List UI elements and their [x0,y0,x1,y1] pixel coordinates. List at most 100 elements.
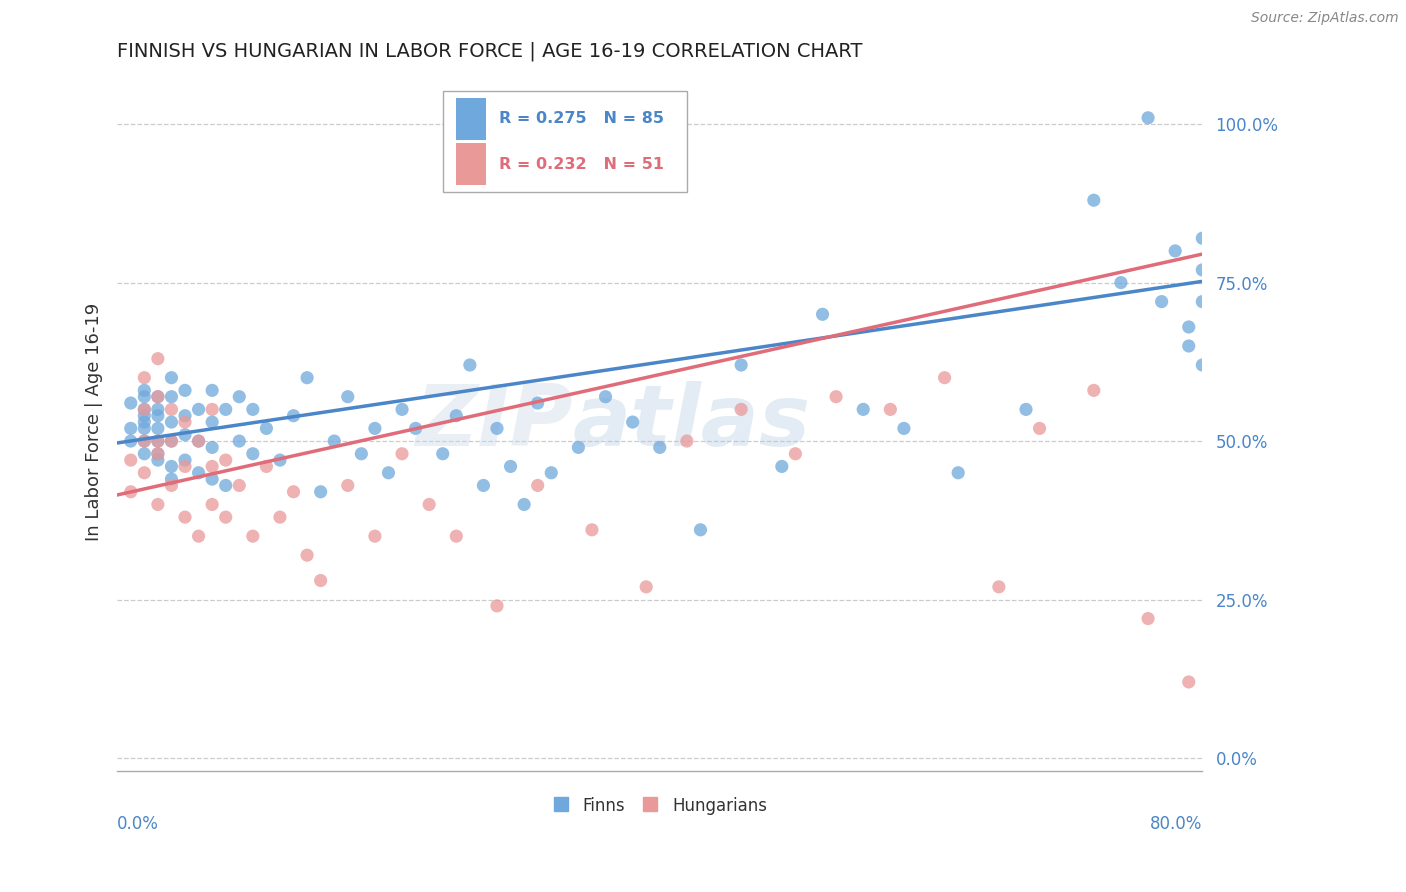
Point [120,484,142,499]
Text: FINNISH VS HUNGARIAN IN LABOR FORCE | AGE 16-19 CORRELATION CHART: FINNISH VS HUNGARIAN IN LABOR FORCE | AG… [117,42,863,62]
Point [418,498,440,512]
Point [1177,339,1199,353]
Point [228,390,250,404]
Point [405,421,427,435]
Point [160,459,183,474]
Point [120,453,142,467]
Y-axis label: In Labor Force | Age 16-19: In Labor Force | Age 16-19 [86,303,103,541]
Point [134,402,156,417]
Point [201,441,224,455]
Point [1150,294,1173,309]
Point [526,478,548,492]
Point [201,402,224,417]
Point [174,409,197,423]
Point [377,466,399,480]
Point [146,453,169,467]
Point [893,421,915,435]
Point [146,447,169,461]
Point [825,390,848,404]
Point [1164,244,1187,258]
Point [174,415,197,429]
Point [201,498,224,512]
Point [336,478,359,492]
Point [432,447,454,461]
Point [174,510,197,524]
Point [146,351,169,366]
Point [187,434,209,448]
Point [160,478,183,492]
Point [201,384,224,398]
Point [283,484,305,499]
Point [1191,231,1213,245]
Point [201,459,224,474]
Point [350,447,373,461]
Point [309,574,332,588]
Point [160,370,183,384]
Point [174,427,197,442]
Point [283,409,305,423]
Point [364,529,387,543]
Point [648,441,671,455]
Point [242,529,264,543]
Point [174,459,197,474]
Point [134,447,156,461]
Point [526,396,548,410]
Point [770,459,793,474]
Point [446,529,468,543]
Point [228,478,250,492]
Point [689,523,711,537]
Point [269,510,291,524]
Point [323,434,346,448]
Point [174,384,197,398]
Point [120,421,142,435]
Point [1109,276,1132,290]
Point [201,415,224,429]
Point [120,434,142,448]
Point [134,434,156,448]
Point [146,390,169,404]
Point [295,370,318,384]
Point [1028,421,1050,435]
Text: 80.0%: 80.0% [1150,815,1202,833]
Point [1083,384,1105,398]
Legend: Finns, Hungarians: Finns, Hungarians [546,790,773,822]
Point [146,434,169,448]
Point [215,453,238,467]
Point [1137,611,1160,625]
Point [364,421,387,435]
Point [134,402,156,417]
Point [1177,675,1199,690]
Point [187,434,209,448]
Point [134,415,156,429]
Point [160,402,183,417]
Text: R = 0.275   N = 85: R = 0.275 N = 85 [499,112,664,127]
Point [146,402,169,417]
Point [134,434,156,448]
Point [254,459,277,474]
Point [146,421,169,435]
Point [120,396,142,410]
Point [567,441,589,455]
Point [1191,358,1213,372]
Point [134,421,156,435]
Point [215,478,238,492]
Point [336,390,359,404]
Point [228,434,250,448]
Point [852,402,875,417]
Text: atlas: atlas [574,381,811,464]
Point [879,402,901,417]
Point [146,447,169,461]
Point [215,402,238,417]
Bar [456,143,486,185]
Point [160,434,183,448]
Point [160,472,183,486]
Point [160,434,183,448]
Point [242,402,264,417]
Point [730,402,752,417]
Point [485,599,508,613]
Point [1015,402,1038,417]
Text: 0.0%: 0.0% [117,815,159,833]
Point [160,390,183,404]
Point [295,548,318,562]
Point [485,421,508,435]
